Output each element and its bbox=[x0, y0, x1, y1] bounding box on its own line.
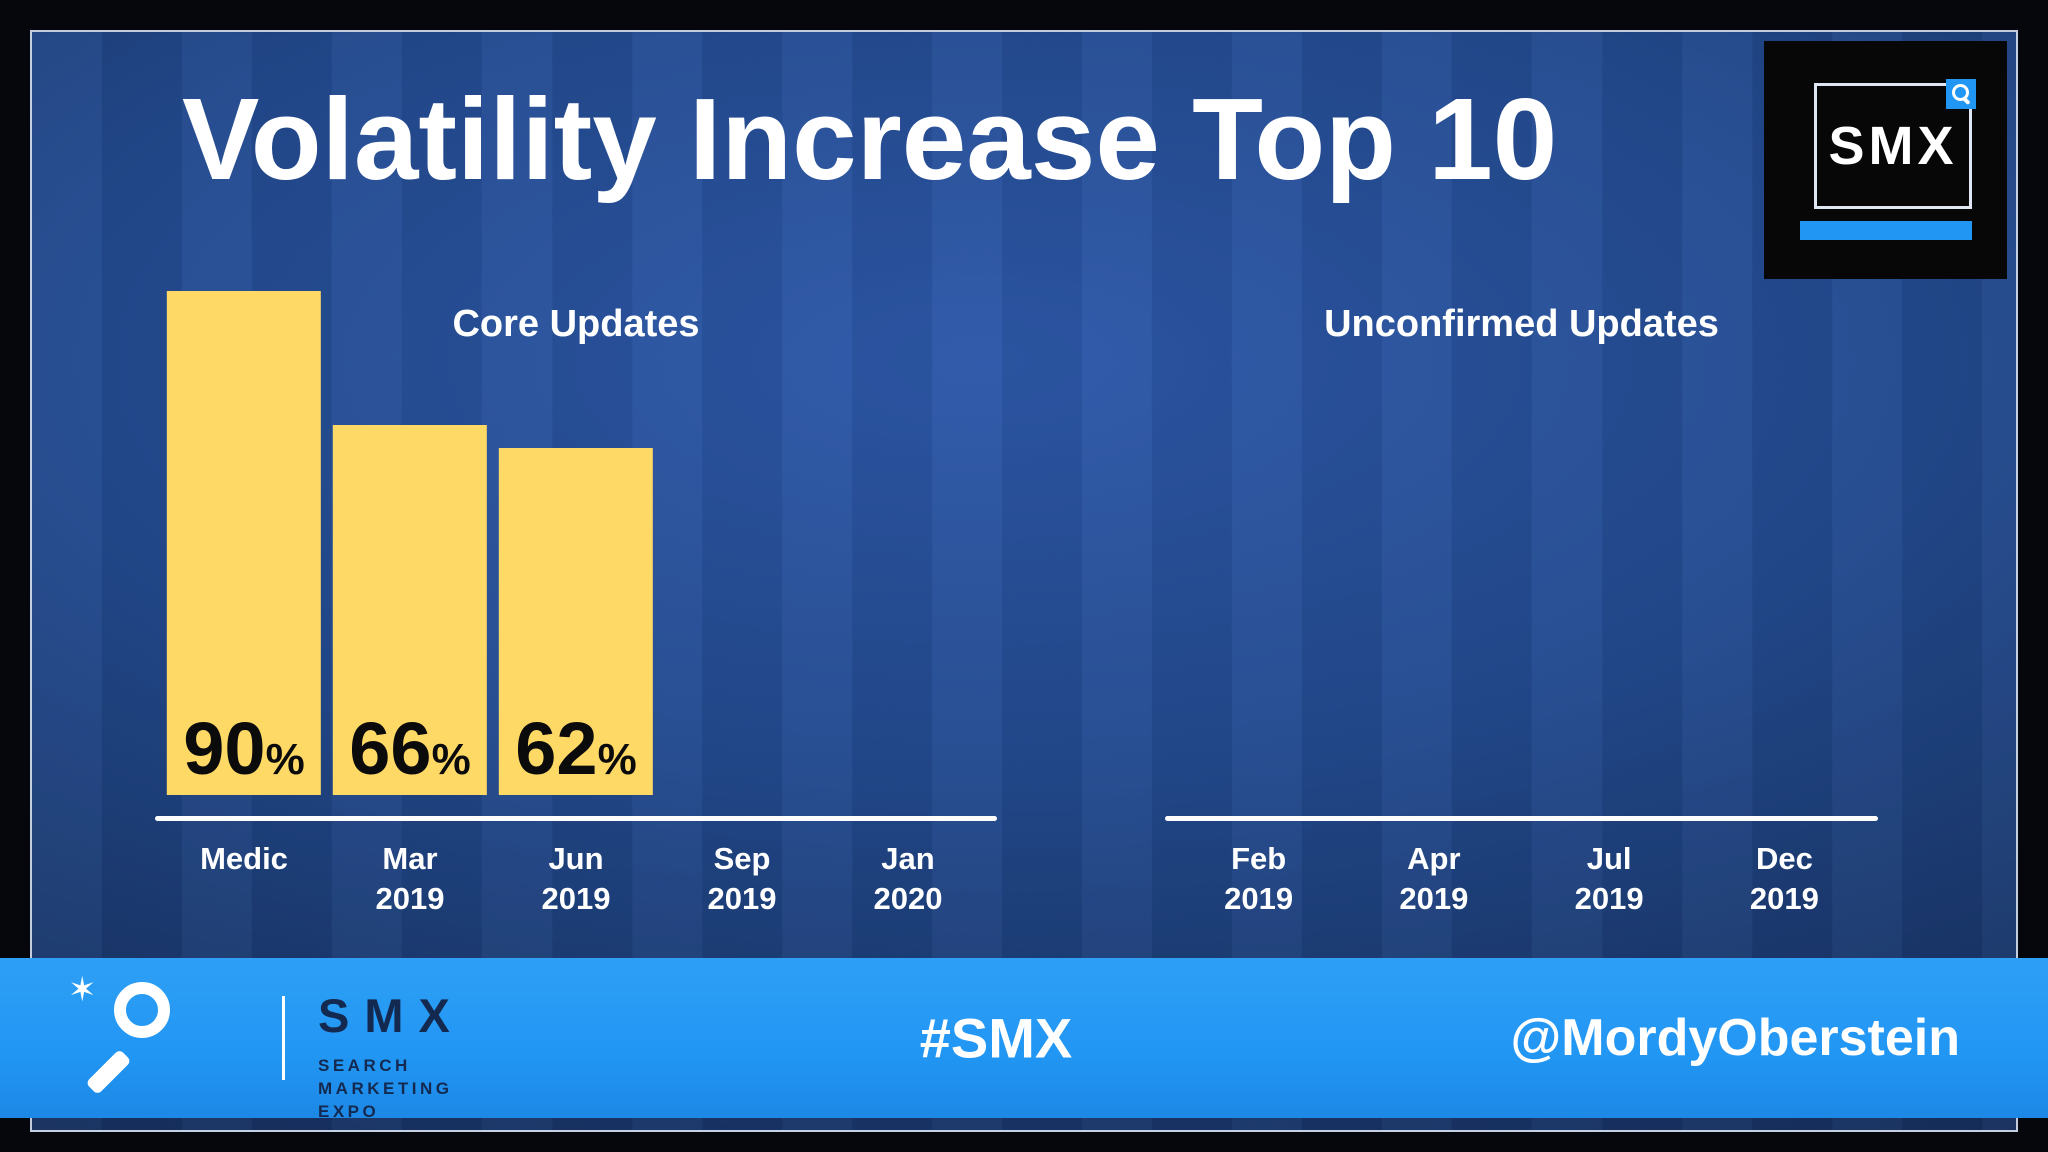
logo-sub-line: EXPO bbox=[318, 1101, 380, 1121]
chart-core-updates: Core Updates 90% 66% 62% Medic Mar 2019 Jun 20… bbox=[155, 235, 997, 920]
bar-medic: 90% bbox=[166, 291, 322, 795]
bar-slot bbox=[659, 235, 825, 795]
category-labels: Feb 2019 Apr 2019 Jul 2019 Dec 2019 bbox=[1171, 839, 1872, 920]
event-hashtag: #SMX bbox=[919, 1006, 1073, 1070]
smx-corner-logo: SMX bbox=[1764, 41, 2007, 279]
bar-jun-2019: 62% bbox=[498, 447, 654, 795]
x-axis bbox=[155, 816, 997, 821]
chart-title: Unconfirmed Updates bbox=[1324, 303, 1719, 345]
slide-title: Volatility Increase Top 10 bbox=[182, 74, 1558, 204]
bar-slot: 62% bbox=[493, 235, 659, 795]
chart-unconfirmed-updates: Unconfirmed Updates Feb 2019 Apr 2019 Jul 201… bbox=[1165, 235, 1878, 920]
category-label: Apr 2019 bbox=[1399, 841, 1469, 917]
category-label: Dec 2019 bbox=[1749, 841, 1819, 917]
bar-value-label: 66% bbox=[349, 707, 471, 790]
smx-footer-logo: SMX SEARCH MARKETING EXPO bbox=[318, 988, 465, 1124]
bar-slot bbox=[825, 235, 991, 795]
smx-logo-frame: SMX bbox=[1814, 79, 1976, 209]
slide-background: Volatility Increase Top 10 SMX Core Upda… bbox=[30, 30, 2018, 1132]
magnifier-lens bbox=[114, 982, 170, 1038]
bar-slot bbox=[1171, 235, 1346, 795]
sparkle-icon: ✶ bbox=[68, 971, 97, 1009]
logo-sub-line: SEARCH bbox=[318, 1056, 411, 1075]
bar-mar-2019: 66% bbox=[332, 425, 488, 795]
chart-title: Core Updates bbox=[452, 303, 700, 345]
twitter-handle: @MordyOberstein bbox=[1510, 1009, 1960, 1067]
magnifier-handle bbox=[85, 1049, 132, 1095]
bar-slot bbox=[1346, 235, 1521, 795]
plot-area: 90% 66% 62% bbox=[161, 235, 991, 795]
bar-value-label: 90% bbox=[183, 707, 305, 790]
smx-logo-underline bbox=[1800, 221, 1972, 240]
category-label: Feb 2019 bbox=[1224, 841, 1294, 917]
footer-bar: ✶ SMX SEARCH MARKETING EXPO #SMX @MordyO… bbox=[0, 958, 2048, 1121]
bar-slot: 90% bbox=[161, 235, 327, 795]
x-axis bbox=[1165, 816, 1878, 821]
logo-sub-line: MARKETING bbox=[318, 1078, 453, 1098]
bar-slot bbox=[1697, 235, 1872, 795]
category-label: Jul 2019 bbox=[1574, 841, 1644, 917]
footer-logo-divider bbox=[282, 996, 285, 1080]
category-label: Jun 2019 bbox=[541, 841, 611, 917]
category-label: Sep 2019 bbox=[707, 841, 777, 917]
plot-area bbox=[1171, 235, 1872, 795]
bar-slot bbox=[1522, 235, 1697, 795]
magnifier-icon: ✶ bbox=[68, 971, 204, 1102]
category-labels: Medic Mar 2019 Jun 2019 Sep 2019 Jan 2020 bbox=[161, 839, 991, 920]
smx-logo-text: SMX bbox=[1828, 116, 1958, 176]
smx-footer-logo-subtext: SEARCH MARKETING EXPO bbox=[318, 1055, 465, 1124]
smx-footer-logo-text: SMX bbox=[318, 989, 465, 1042]
category-label: Jan 2020 bbox=[873, 841, 943, 917]
bar-slot: 66% bbox=[327, 235, 493, 795]
search-icon bbox=[1946, 79, 1976, 109]
bar-value-label: 62% bbox=[515, 707, 637, 790]
category-label: Mar 2019 bbox=[375, 841, 445, 917]
category-label: Medic bbox=[200, 841, 288, 876]
